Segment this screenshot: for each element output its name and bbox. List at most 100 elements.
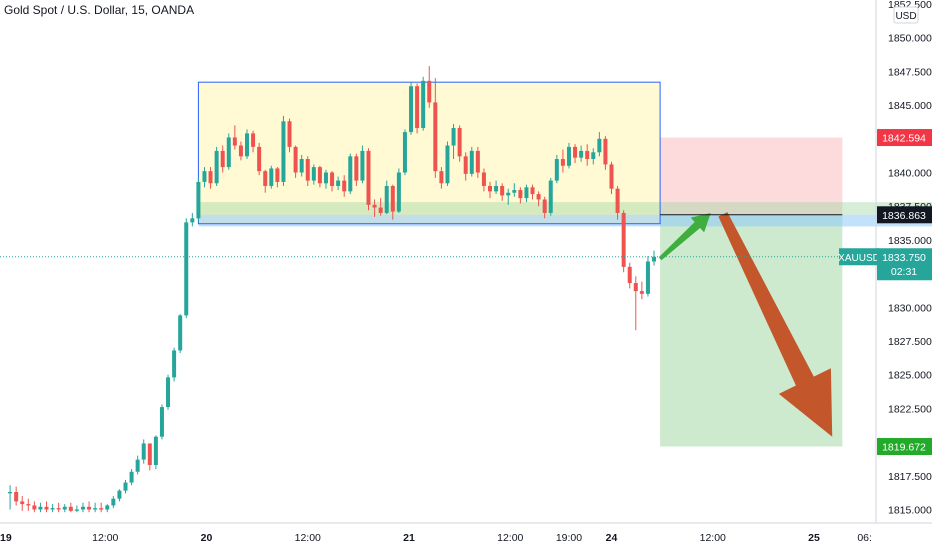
time-tick-label: 12:00 <box>700 532 726 544</box>
candle-body <box>554 159 559 181</box>
price-tick-label: 1840.000 <box>888 168 932 180</box>
candle <box>245 129 249 160</box>
candle <box>166 374 171 410</box>
candle <box>554 154 559 184</box>
candle-body <box>226 137 231 168</box>
candle-body <box>263 171 268 186</box>
candle-body <box>494 185 499 192</box>
price-tick-label: 1827.500 <box>888 336 932 348</box>
candle-body <box>117 490 122 499</box>
candle-body <box>311 167 316 181</box>
candle <box>135 455 140 475</box>
candle-body <box>245 133 249 157</box>
candle-body <box>560 159 565 166</box>
candle <box>457 125 462 162</box>
candle <box>32 501 37 513</box>
candle-body <box>566 146 571 166</box>
stop-price-tag: 1842.594 <box>877 129 932 147</box>
time-tick-label: 12:00 <box>295 532 321 544</box>
candle <box>190 212 195 227</box>
candle <box>421 76 426 131</box>
candle <box>512 183 517 197</box>
candle <box>542 196 547 219</box>
candle-body <box>639 291 644 294</box>
candle-body <box>500 185 505 196</box>
candle-body <box>190 218 195 223</box>
candle <box>87 501 92 513</box>
candle-body <box>129 471 134 483</box>
forecast-down-arrow <box>718 212 833 437</box>
candle <box>147 443 152 471</box>
candle <box>445 141 450 186</box>
candle <box>439 167 444 189</box>
candle <box>299 154 304 177</box>
candle-body <box>621 212 626 267</box>
candle <box>463 152 468 181</box>
candle-body <box>166 377 171 408</box>
entry-price-label: 1836.863 <box>882 210 926 222</box>
candle <box>615 185 620 220</box>
candle-body <box>257 146 262 172</box>
candle <box>159 404 164 440</box>
candle <box>652 250 657 266</box>
candle <box>184 218 189 319</box>
candle <box>287 118 292 153</box>
candle-body <box>633 283 638 292</box>
last-price-tag: 1833.750 02:31 <box>877 248 932 281</box>
candle-body <box>342 180 347 192</box>
candle <box>172 347 177 382</box>
candle-body <box>74 509 79 511</box>
price-tick-label: 1852.500 <box>888 0 932 11</box>
last-price-label: 1833.750 <box>882 252 926 264</box>
time-tick-label: 12:00 <box>92 532 118 544</box>
candle-body <box>530 187 535 195</box>
candle-body <box>214 150 219 184</box>
candle <box>378 198 383 216</box>
candle <box>323 169 328 189</box>
candle-body <box>281 121 286 182</box>
time-tick-label: 12:00 <box>497 532 523 544</box>
candle-body <box>135 459 140 472</box>
candle-body <box>38 506 43 510</box>
candle <box>93 502 98 513</box>
candle <box>591 148 596 165</box>
candle <box>8 485 13 510</box>
candle <box>196 177 201 222</box>
candle-body <box>50 508 55 510</box>
candle <box>566 142 571 169</box>
candle <box>645 256 650 297</box>
symbol-label: XAUUSD <box>838 253 880 264</box>
time-tick-label: 06: <box>857 532 872 544</box>
candle-body <box>615 188 620 213</box>
price-tick-label: 1850.000 <box>888 33 932 45</box>
price-tick-label: 1822.500 <box>888 403 932 415</box>
candle-body <box>305 159 310 181</box>
candle <box>214 146 219 186</box>
target-price-tag: 1819.672 <box>877 438 932 456</box>
candle <box>263 169 268 193</box>
candle-body <box>372 204 377 208</box>
candle <box>269 165 274 189</box>
candle-body <box>360 150 365 181</box>
candle <box>105 504 110 513</box>
candle <box>117 489 122 502</box>
candle-body <box>178 315 183 351</box>
candle-body <box>111 498 116 506</box>
candle <box>409 82 414 135</box>
candle <box>366 148 371 211</box>
candle-body <box>299 159 304 173</box>
time-axis[interactable]: 19 12:00 20 12:00 21 12:00 19:00 24 12:00 25 06: <box>0 532 872 544</box>
candle-body <box>402 132 407 173</box>
candle-body <box>251 133 256 147</box>
candle <box>275 167 280 188</box>
candle <box>585 144 590 166</box>
candle <box>524 184 529 203</box>
candle <box>220 145 225 173</box>
currency-box[interactable] <box>893 6 919 24</box>
candle-body <box>153 436 158 466</box>
chart-title: Gold Spot / U.S. Dollar, 15, OANDA <box>4 3 195 17</box>
candle-body <box>26 504 31 506</box>
candle-body <box>93 508 98 510</box>
